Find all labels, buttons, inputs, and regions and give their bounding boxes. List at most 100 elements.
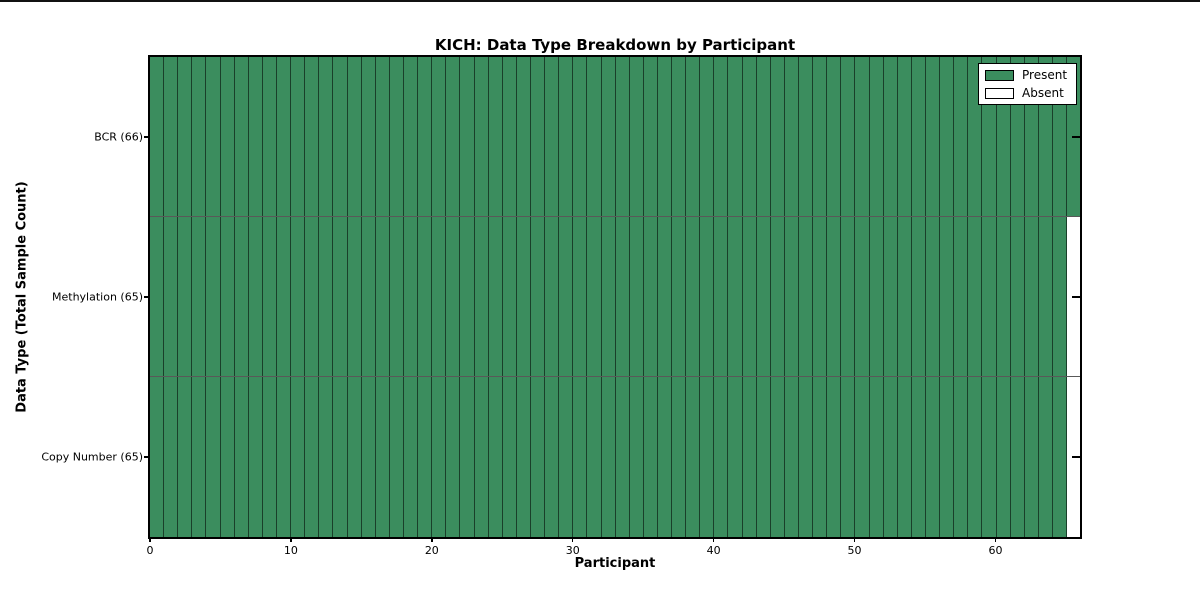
cell-copy-number-participant-29 (545, 377, 560, 537)
cell-copy-number-participant-58 (954, 377, 969, 537)
cell-methylation-participant-24 (474, 217, 489, 376)
cell-copy-number-participant-57 (940, 377, 955, 537)
cell-bcr-participant-22 (446, 57, 461, 216)
cell-copy-number-participant-64 (1038, 377, 1053, 537)
cell-methylation-participant-40 (700, 217, 715, 376)
x-tick-label-40: 40 (706, 544, 721, 557)
cell-copy-number-participant-54 (897, 377, 912, 537)
y-tick-label-copy-number: Copy Number (65) (41, 450, 143, 464)
cell-copy-number-participant-13 (319, 377, 334, 537)
cell-bcr-participant-34 (615, 57, 630, 216)
cell-copy-number-participant-19 (403, 377, 419, 537)
cell-bcr-participant-25 (488, 57, 503, 216)
heatmap-row-methylation (150, 217, 1081, 377)
cell-copy-number-participant-52 (869, 377, 884, 537)
cell-bcr-participant-36 (643, 57, 658, 216)
cell-bcr-participant-1 (150, 57, 165, 216)
cell-copy-number-participant-18 (389, 377, 404, 537)
heatmap-grid (150, 57, 1081, 537)
cell-methylation-participant-16 (361, 217, 376, 376)
cell-methylation-participant-21 (432, 217, 447, 376)
y-tick-label-methylation: Methylation (65) (52, 290, 143, 304)
cell-methylation-participant-60 (982, 217, 997, 376)
cell-bcr-participant-44 (756, 57, 771, 216)
cell-methylation-participant-61 (996, 217, 1011, 376)
cell-methylation-participant-5 (206, 217, 221, 376)
cell-methylation-participant-62 (1010, 217, 1025, 376)
cell-methylation-participant-59 (968, 217, 983, 376)
cell-methylation-participant-25 (488, 217, 503, 376)
cell-bcr-participant-39 (686, 57, 701, 216)
cell-bcr-participant-57 (940, 57, 955, 216)
cell-copy-number-participant-22 (446, 377, 461, 537)
cell-bcr-participant-54 (897, 57, 912, 216)
cell-bcr-participant-4 (192, 57, 207, 216)
legend-swatch-present (985, 69, 1014, 81)
cell-methylation-participant-53 (883, 217, 898, 376)
x-tick-mark-60 (994, 537, 997, 542)
cell-methylation-participant-27 (516, 217, 531, 376)
cell-methylation-participant-64 (1038, 217, 1053, 376)
cell-bcr-participant-51 (855, 57, 870, 216)
legend-swatch-absent (985, 87, 1014, 99)
cell-copy-number-participant-37 (657, 377, 673, 537)
cell-methylation-participant-43 (742, 217, 757, 376)
x-tick-label-10: 10 (283, 544, 298, 557)
cell-copy-number-participant-46 (784, 377, 800, 537)
cell-bcr-participant-5 (206, 57, 221, 216)
cell-bcr-participant-38 (672, 57, 687, 216)
cell-bcr-participant-30 (559, 57, 574, 216)
cell-copy-number-participant-30 (559, 377, 574, 537)
legend-label-present: Present (1022, 68, 1068, 82)
cell-methylation-participant-33 (601, 217, 616, 376)
cell-copy-number-participant-7 (234, 377, 249, 537)
cell-methylation-participant-7 (234, 217, 249, 376)
cell-methylation-participant-46 (784, 217, 800, 376)
cell-bcr-participant-46 (784, 57, 800, 216)
legend-entry-absent: Absent (985, 86, 1067, 100)
x-tick-label-0: 0 (146, 544, 154, 557)
cell-bcr-participant-47 (799, 57, 814, 216)
x-tick-mark-20 (431, 537, 433, 542)
cell-methylation-participant-6 (220, 217, 235, 376)
cell-copy-number-participant-28 (530, 377, 546, 537)
cell-methylation-participant-14 (333, 217, 348, 376)
cell-methylation-participant-38 (672, 217, 687, 376)
plot-area: Present Absent (148, 55, 1082, 539)
cell-methylation-participant-29 (545, 217, 560, 376)
cell-methylation-participant-15 (347, 217, 362, 376)
cell-bcr-participant-6 (220, 57, 235, 216)
cell-bcr-participant-31 (573, 57, 588, 216)
cell-methylation-participant-63 (1024, 217, 1039, 376)
cell-bcr-participant-11 (291, 57, 306, 216)
cell-methylation-participant-22 (446, 217, 461, 376)
cell-bcr-participant-49 (827, 57, 842, 216)
x-tick-label-20: 20 (424, 544, 439, 557)
cell-copy-number-participant-38 (672, 377, 687, 537)
cell-methylation-participant-3 (178, 217, 193, 376)
cell-methylation-participant-55 (911, 217, 927, 376)
cell-methylation-participant-41 (714, 217, 729, 376)
cell-copy-number-participant-34 (615, 377, 630, 537)
cell-copy-number-participant-32 (587, 377, 602, 537)
cell-bcr-participant-15 (347, 57, 362, 216)
cell-methylation-participant-32 (587, 217, 602, 376)
cell-methylation-participant-31 (573, 217, 588, 376)
cell-bcr-participant-35 (629, 57, 644, 216)
cell-copy-number-participant-53 (883, 377, 898, 537)
cell-bcr-participant-27 (516, 57, 531, 216)
cell-copy-number-participant-11 (291, 377, 306, 537)
cell-bcr-participant-10 (276, 57, 292, 216)
cell-bcr-participant-2 (164, 57, 179, 216)
cell-bcr-participant-43 (742, 57, 757, 216)
x-tick-mark-40 (712, 537, 715, 542)
cell-methylation-participant-36 (643, 217, 658, 376)
cell-copy-number-participant-55 (911, 377, 927, 537)
cell-copy-number-participant-6 (220, 377, 235, 537)
cell-methylation-participant-42 (728, 217, 743, 376)
cell-copy-number-participant-15 (347, 377, 362, 537)
cell-methylation-participant-37 (657, 217, 673, 376)
cell-bcr-participant-20 (418, 57, 433, 216)
cell-bcr-participant-33 (601, 57, 616, 216)
cell-methylation-participant-34 (615, 217, 630, 376)
